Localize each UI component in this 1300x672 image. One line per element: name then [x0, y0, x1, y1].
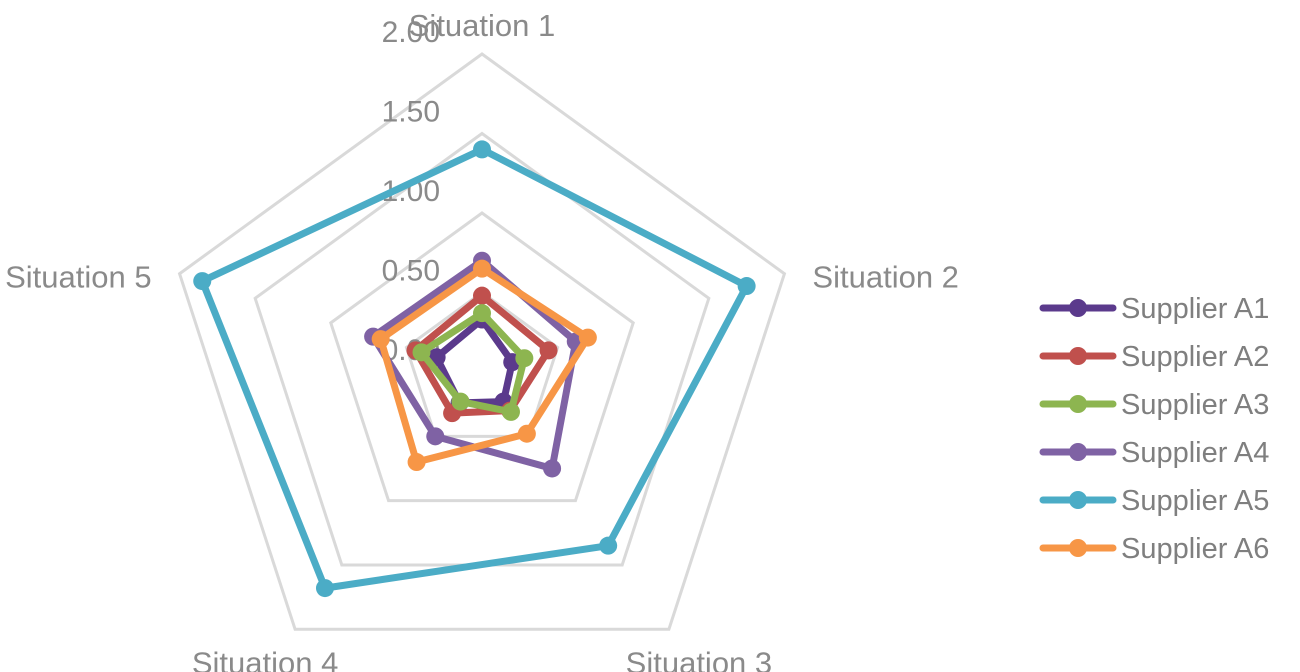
axis-label: Situation 2 — [812, 260, 959, 295]
data-point — [599, 536, 618, 555]
data-point — [473, 304, 491, 323]
legend-label: Supplier A3 — [1121, 389, 1269, 421]
legend-label: Supplier A2 — [1121, 341, 1269, 373]
legend-item: Supplier A3 — [1039, 389, 1269, 421]
grid-ring — [404, 290, 560, 438]
data-point — [501, 402, 520, 421]
legend-swatch-marker — [1069, 347, 1087, 365]
legend-label: Supplier A5 — [1121, 485, 1269, 517]
data-point — [473, 140, 491, 159]
series-5 — [193, 140, 756, 598]
series-3 — [412, 304, 534, 421]
grid-ring — [177, 52, 787, 631]
data-point — [315, 579, 334, 598]
series-line — [198, 145, 751, 592]
radar-grid — [177, 52, 787, 631]
tick-label: 2.00 — [382, 16, 440, 49]
data-point — [371, 330, 390, 349]
tick-label: 0.50 — [382, 255, 440, 288]
legend-item: Supplier A2 — [1039, 341, 1269, 373]
axis-label: Situation 4 — [192, 645, 339, 672]
data-point — [426, 427, 445, 446]
data-point — [578, 328, 597, 347]
data-point — [517, 424, 536, 443]
axis-label: Situation 3 — [626, 645, 773, 672]
series-layer — [193, 140, 756, 598]
legend-label: Supplier A4 — [1121, 437, 1269, 469]
legend-swatch-marker — [1069, 539, 1087, 557]
series-line — [369, 257, 580, 472]
legend-swatch-marker — [1069, 491, 1087, 509]
data-point — [412, 343, 431, 362]
legend: Supplier A1 Supplier A2 Supplier A3 Supplie… — [1039, 293, 1269, 565]
legend-item: Supplier A6 — [1039, 533, 1269, 565]
data-point — [473, 259, 491, 278]
data-point — [543, 459, 562, 478]
data-point — [473, 286, 491, 305]
data-point — [451, 392, 470, 411]
data-point — [407, 453, 426, 472]
legend-item: Supplier A1 — [1039, 293, 1269, 325]
legend-swatch-marker — [1069, 443, 1087, 461]
axis-label: Situation 1 — [409, 8, 556, 43]
data-point — [539, 341, 558, 360]
legend-label: Supplier A6 — [1121, 533, 1269, 565]
legend-item: Supplier A4 — [1039, 437, 1269, 469]
series-line — [411, 292, 553, 417]
series-6 — [371, 259, 597, 472]
series-line — [377, 265, 592, 466]
data-point — [515, 349, 534, 368]
legend-swatch-marker — [1069, 299, 1087, 317]
legend-label: Supplier A1 — [1121, 293, 1269, 325]
series-line — [418, 309, 528, 416]
legend-item: Supplier A5 — [1039, 485, 1269, 517]
legend-swatch-marker — [1069, 395, 1087, 413]
axis-labels: Situation 1 Situation 2 Situation 3 Situati… — [5, 8, 959, 672]
axis-label: Situation 5 — [5, 260, 152, 295]
data-point — [193, 272, 212, 291]
grid-ring — [329, 211, 635, 503]
data-point — [737, 277, 756, 296]
tick-label: 1.50 — [382, 96, 440, 129]
